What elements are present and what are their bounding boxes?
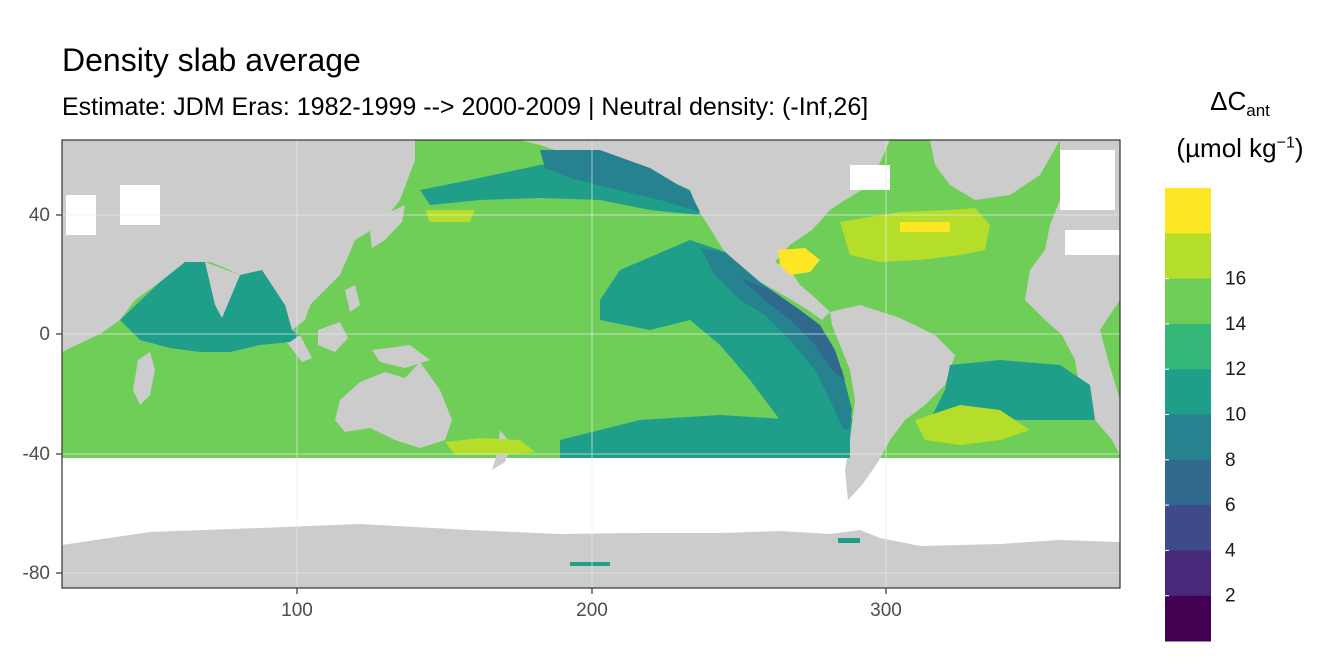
north-america [520, 140, 890, 320]
gridlines [62, 140, 1120, 588]
legend-break-label: 8 [1225, 450, 1236, 471]
map-panel [62, 140, 1120, 588]
legend-unit-close: ) [1294, 133, 1304, 163]
indochina [262, 270, 312, 330]
x-tick-label: 100 [281, 600, 313, 621]
anomaly-gulf-16 [778, 248, 820, 275]
axis-ticks [56, 214, 887, 594]
no-data-patch [850, 165, 890, 190]
europe-africa [1025, 140, 1120, 455]
legend-break-label: 16 [1225, 269, 1246, 290]
x-tick-label: 200 [576, 600, 608, 621]
map-subtitle: Estimate: JDM Eras: 1982-1999 --> 2000-2… [62, 93, 869, 121]
y-tick-label: 0 [39, 324, 50, 345]
legend-break-label: 2 [1225, 586, 1236, 607]
south-america [830, 305, 955, 500]
legend-break-label: 12 [1225, 359, 1246, 380]
legend-swatch [1165, 459, 1211, 506]
legend-swatch [1165, 188, 1211, 234]
anomaly-epac-10-12 [600, 240, 852, 458]
legend-swatch [1165, 369, 1211, 415]
legend-swatch [1165, 595, 1211, 642]
legend-break-label: 14 [1225, 314, 1247, 335]
y-tick-label: -40 [23, 444, 50, 465]
weddell-strip [838, 538, 860, 543]
greenland [930, 140, 1060, 200]
legend-swatch [1165, 550, 1211, 597]
no-data-patch [1065, 230, 1120, 255]
anomaly-epac-6-8 [740, 278, 845, 380]
australia [335, 362, 452, 448]
legend-title: ΔCant [1160, 86, 1320, 121]
japan [370, 205, 405, 248]
legend-break-label: 6 [1225, 495, 1236, 516]
philippines [345, 285, 360, 312]
india [205, 262, 240, 318]
panel-border [61, 139, 1121, 589]
legend-colorbar [1165, 188, 1211, 642]
legend-break-label: 4 [1225, 540, 1236, 561]
legend-swatch [1165, 505, 1211, 551]
madagascar [133, 352, 155, 405]
legend-unit-main: (µmol kg [1176, 133, 1277, 163]
anomaly-kuroshio-14-16 [425, 210, 475, 222]
legend-title-main: ΔC [1210, 86, 1247, 116]
anomaly-satl-14-16 [915, 405, 1030, 445]
anomaly-indian-10-12 [120, 262, 300, 352]
new-guinea [372, 345, 430, 368]
anomaly-natl-14-16 [840, 208, 990, 262]
anomaly-tasman-14-16 [445, 438, 535, 455]
anomaly-spac-10-12 [560, 415, 850, 458]
legend-swatch [1165, 233, 1211, 280]
no-data-patch [120, 185, 160, 225]
anomaly-gulfalaska-8-10 [540, 150, 700, 212]
no-data-patch [1060, 150, 1115, 210]
borneo [318, 322, 348, 352]
y-tick-label: 40 [29, 205, 50, 226]
legend-unit: (µmol kg−1) [1160, 133, 1320, 164]
anomaly-natl-16 [900, 222, 950, 232]
legend-labels: 2 4 6 8 10 12 14 16 [1165, 269, 1247, 607]
anomaly-epac-8-10 [700, 248, 852, 440]
map-title: Density slab average [62, 42, 361, 78]
legend-swatch [1165, 414, 1211, 461]
legend-unit-sup: −1 [1276, 134, 1295, 152]
x-tick-label: 300 [870, 600, 902, 621]
legend-break-label: 10 [1225, 405, 1246, 426]
ross-sea-strip [570, 562, 610, 566]
legend-swatch [1165, 323, 1211, 370]
legend-title-sub: ant [1246, 101, 1270, 121]
y-tick-label: -80 [23, 563, 50, 584]
legend-swatch [1165, 278, 1211, 325]
